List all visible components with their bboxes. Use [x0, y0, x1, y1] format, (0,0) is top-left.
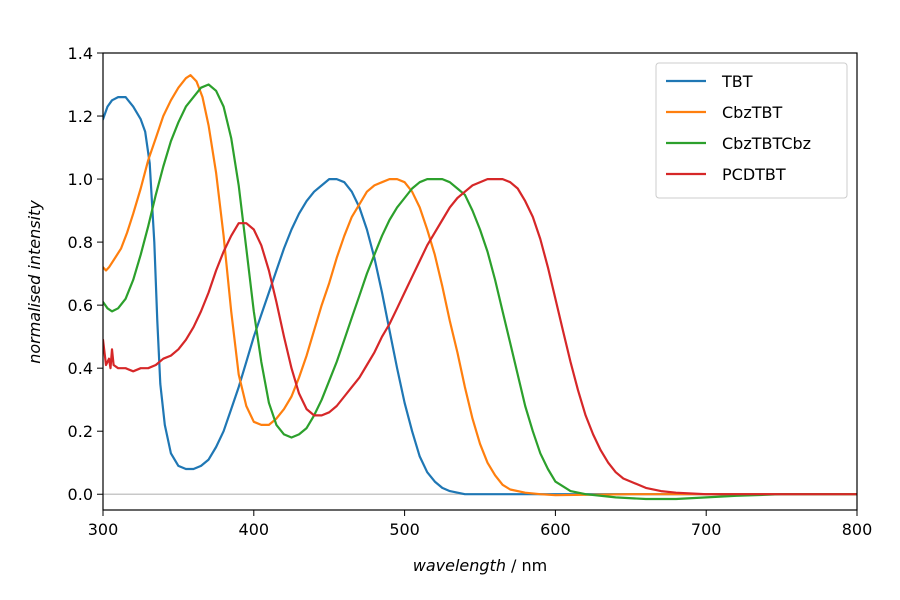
y-tick-label: 1.4: [68, 44, 93, 63]
series-line-tbt: [103, 96, 857, 496]
x-tick-label: 700: [691, 520, 722, 539]
x-axis-label-unit: / nm: [506, 556, 547, 575]
x-tick-label: 600: [540, 520, 571, 539]
y-axis: 0.0 0.2 0.4 0.6 0.8 1.0 1.2 1.4: [68, 44, 103, 504]
series-line-pcdtbt: [103, 178, 857, 496]
x-tick-label: 500: [389, 520, 420, 539]
series-line-cbztbtcbz: [103, 83, 857, 501]
legend: TBT CbzTBT CbzTBTCbz PCDTBT: [655, 62, 848, 199]
plot-frame: [102, 52, 858, 511]
legend-label: TBT: [721, 72, 753, 91]
x-tick-label: 300: [88, 520, 119, 539]
y-axis-label: normalised intensity: [25, 200, 44, 364]
x-axis-label-quantity: wavelength: [413, 556, 506, 575]
legend-label: PCDTBT: [722, 165, 786, 184]
legend-label: CbzTBTCbz: [722, 134, 811, 153]
x-tick-label: 400: [239, 520, 270, 539]
x-axis: 300 400 500 600 700 800: [88, 510, 873, 539]
x-axis-label: wavelength / nm: [413, 556, 548, 575]
y-tick-label: 1.0: [68, 170, 93, 189]
legend-label: CbzTBT: [722, 103, 782, 122]
y-tick-label: 0.4: [68, 359, 93, 378]
y-tick-label: 0.0: [68, 485, 93, 504]
y-tick-label: 0.6: [68, 296, 93, 315]
y-tick-label: 0.2: [68, 422, 93, 441]
series-line-cbztbt: [103, 74, 857, 497]
legend-box: [655, 62, 848, 199]
y-tick-label: 1.2: [68, 107, 93, 126]
y-tick-label: 0.8: [68, 233, 93, 252]
x-tick-label: 800: [842, 520, 873, 539]
series-layer: [103, 74, 857, 501]
